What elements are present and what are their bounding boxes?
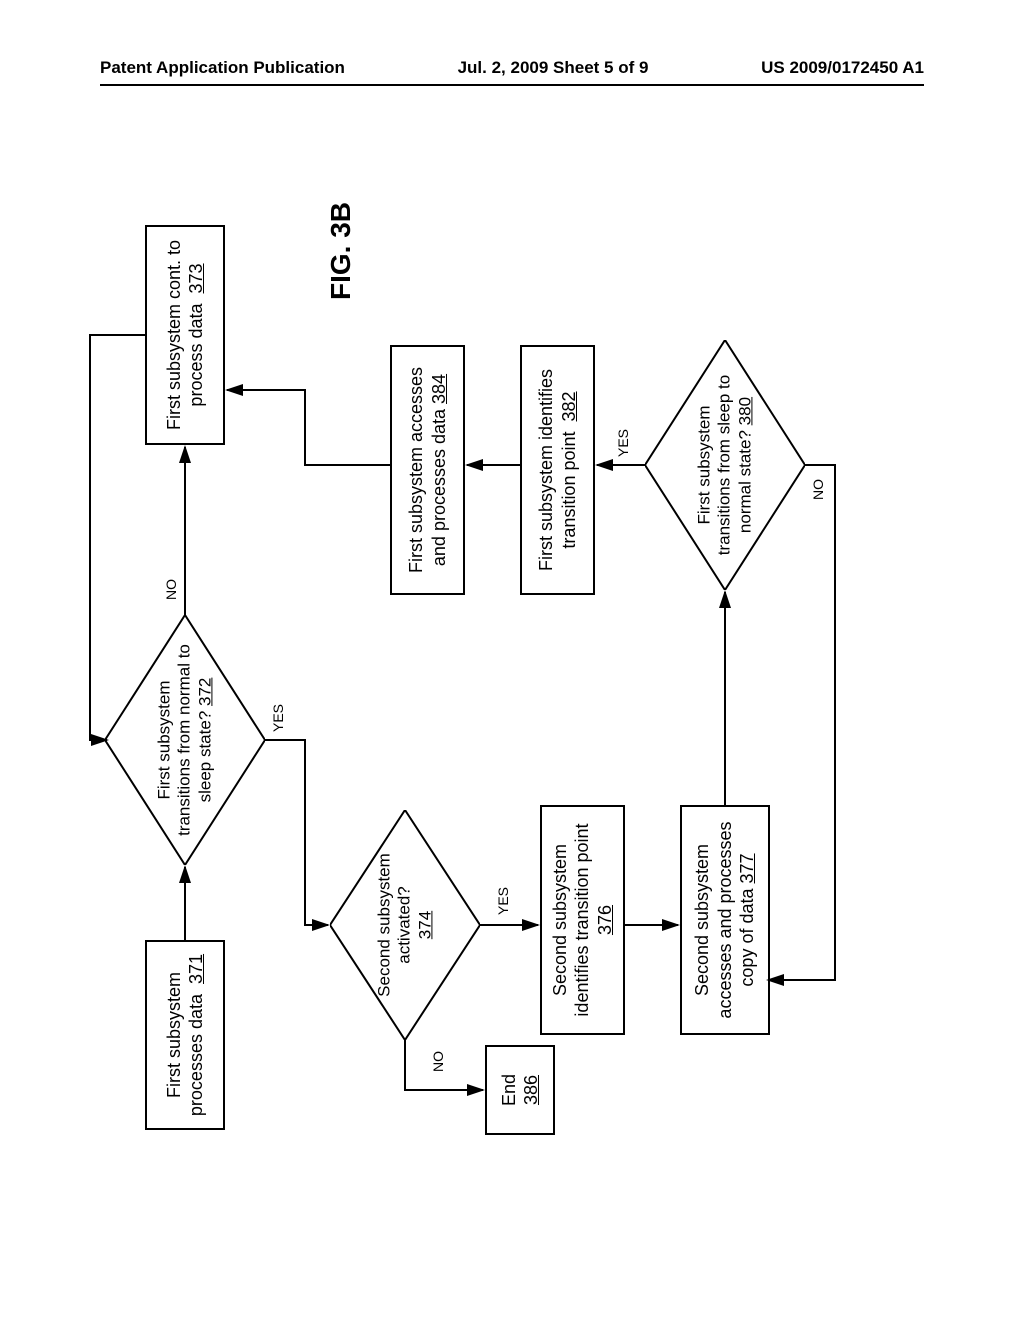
header-right: US 2009/0172450 A1	[761, 58, 924, 78]
label-380-yes: YES	[615, 429, 631, 457]
header-left: Patent Application Publication	[100, 58, 345, 78]
label-380-no: NO	[810, 479, 826, 500]
header-center: Jul. 2, 2009 Sheet 5 of 9	[458, 58, 649, 78]
flowchart-diagram: First subsystem processes data 371 First…	[135, 160, 855, 1160]
label-374-yes: YES	[495, 887, 511, 915]
label-374-no: NO	[430, 1051, 446, 1072]
label-372-yes: YES	[270, 704, 286, 732]
label-372-no: NO	[163, 579, 179, 600]
